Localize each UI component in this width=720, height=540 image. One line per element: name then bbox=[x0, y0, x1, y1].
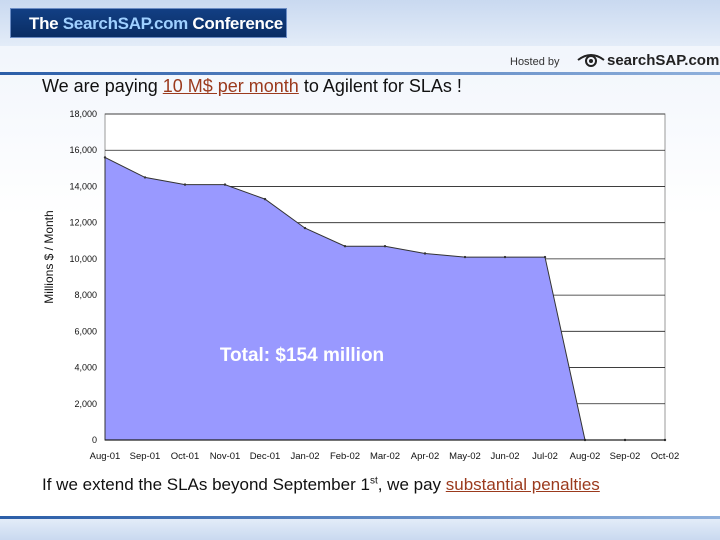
x-tick-label: May-02 bbox=[449, 451, 481, 462]
headline-post: to Agilent for SLAs ! bbox=[298, 76, 462, 96]
y-tick-label: 12,000 bbox=[69, 218, 97, 228]
x-tick-label: Oct-02 bbox=[651, 451, 680, 462]
x-tick-label: Dec-01 bbox=[250, 451, 281, 462]
data-point bbox=[423, 252, 427, 255]
footnote-sup: st bbox=[369, 475, 378, 487]
data-point bbox=[103, 156, 107, 159]
y-tick-label: 6,000 bbox=[74, 326, 97, 336]
x-tick-label: Aug-01 bbox=[90, 451, 121, 462]
y-tick-label: 4,000 bbox=[74, 363, 97, 373]
conference-banner: The SearchSAP.com Conference bbox=[10, 8, 287, 38]
x-tick-label: Oct-01 bbox=[171, 451, 200, 462]
data-point bbox=[543, 255, 547, 259]
headline-pre: We are paying bbox=[42, 76, 163, 96]
footnote-mid: , we pay bbox=[377, 475, 446, 494]
y-tick-label: 8,000 bbox=[74, 290, 97, 300]
footnote-highlight: substantial penalties bbox=[445, 475, 600, 494]
header-rule bbox=[0, 72, 720, 75]
data-point bbox=[303, 226, 307, 230]
footnote-pre: If we extend the SLAs beyond September 1 bbox=[42, 475, 370, 494]
y-tick-label: 0 bbox=[92, 435, 97, 445]
footnote: If we extend the SLAs beyond September 1… bbox=[42, 475, 600, 495]
footer-rule bbox=[0, 516, 720, 519]
x-tick-label: Sep-02 bbox=[610, 451, 641, 462]
y-tick-label: 2,000 bbox=[74, 399, 97, 409]
data-point bbox=[183, 183, 187, 186]
hosted-by-label: Hosted by bbox=[510, 56, 560, 68]
x-tick-label: Sep-01 bbox=[130, 451, 161, 462]
y-axis-label: Millions $ / Month bbox=[42, 210, 56, 303]
x-tick-label: Feb-02 bbox=[330, 451, 360, 462]
y-tick-label: 14,000 bbox=[69, 181, 97, 191]
data-point bbox=[463, 255, 467, 259]
banner-suffix: Conference bbox=[188, 14, 283, 33]
data-point bbox=[143, 176, 147, 179]
sla-cost-chart: 0 2,000 4,000 6,000 8,000 10,000 12,000 14,000 1… bbox=[42, 109, 680, 462]
data-point bbox=[503, 255, 507, 259]
x-tick-label: Aug-02 bbox=[570, 451, 601, 462]
x-tick-label: Jun-02 bbox=[490, 451, 519, 462]
data-point bbox=[383, 245, 387, 248]
headline-highlight: 10 M$ per month bbox=[162, 76, 299, 96]
x-tick-label: Apr-02 bbox=[411, 451, 440, 462]
searchsap-logo-text: searchSAP.com bbox=[607, 52, 720, 69]
data-point bbox=[223, 183, 227, 186]
x-tick-label: Nov-01 bbox=[210, 451, 241, 462]
banner-accent: SearchSAP.com bbox=[62, 14, 189, 33]
slide-headline: We are paying 10 M$ per month to Agilent… bbox=[42, 76, 462, 97]
banner-prefix: The bbox=[29, 14, 63, 33]
y-tick-label: 16,000 bbox=[69, 145, 97, 155]
x-tick-label: Jan-02 bbox=[290, 451, 319, 462]
x-tick-label: Mar-02 bbox=[370, 451, 400, 462]
x-tick-label: Jul-02 bbox=[532, 451, 558, 462]
y-tick-label: 10,000 bbox=[69, 254, 97, 264]
total-annotation: Total: $154 million bbox=[220, 345, 384, 366]
bottom-bar bbox=[0, 519, 720, 540]
data-point bbox=[263, 197, 267, 201]
eye-logo-icon bbox=[577, 54, 605, 67]
data-point bbox=[343, 245, 347, 248]
y-tick-label: 18,000 bbox=[69, 109, 97, 119]
